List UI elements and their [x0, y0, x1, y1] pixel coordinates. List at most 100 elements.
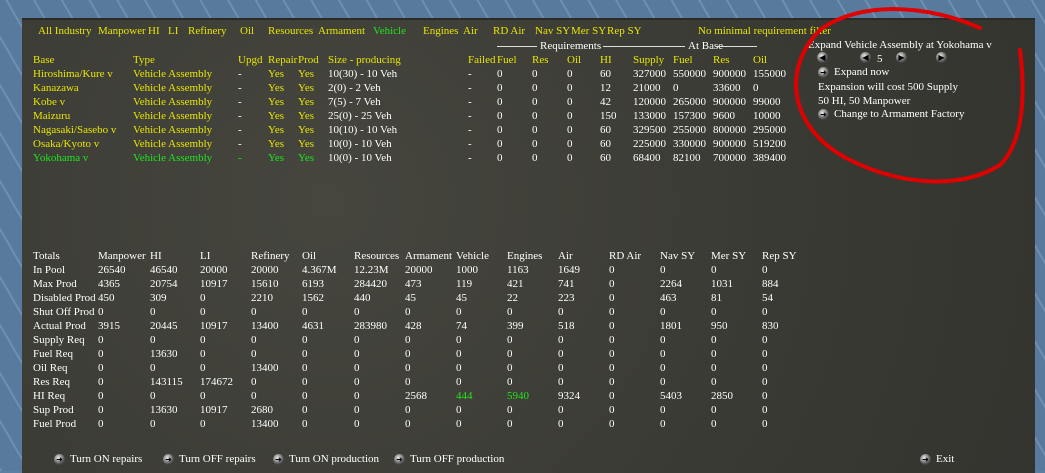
totals-header: Totals: [33, 250, 60, 262]
totals-cell: 0: [302, 376, 308, 388]
filter-engines[interactable]: Engines: [423, 25, 459, 37]
totals-header: Manpower: [98, 250, 146, 262]
table-cell: 330000: [673, 138, 706, 150]
filter-refinery[interactable]: Refinery: [188, 25, 227, 37]
totals-cell: 1163: [507, 264, 529, 276]
arrow-right-icon: ➜: [394, 453, 405, 465]
filter-hi[interactable]: HI: [148, 25, 160, 37]
column-header[interactable]: Res: [532, 54, 549, 66]
totals-cell: 0: [711, 418, 717, 430]
totals-header: LI: [200, 250, 211, 262]
filter-nav-sy[interactable]: Nav SY: [535, 25, 571, 37]
totals-cell: 0: [762, 376, 768, 388]
totals-header: Rep SY: [762, 250, 797, 262]
column-header[interactable]: Fuel: [673, 54, 693, 66]
arrow-right-icon: ➜: [818, 108, 829, 120]
filter-resources[interactable]: Resources: [268, 25, 314, 37]
column-header[interactable]: Failed: [468, 54, 496, 66]
table-cell: 0: [532, 110, 538, 122]
totals-cell: 0: [711, 264, 717, 276]
totals-cell: 884: [762, 278, 779, 290]
table-cell: -: [238, 124, 242, 136]
table-cell: 0: [567, 110, 573, 122]
filter-all-industry[interactable]: All Industry: [38, 25, 92, 37]
totals-header: Mer SY: [711, 250, 747, 262]
column-header[interactable]: Fuel: [497, 54, 517, 66]
table-cell: Vehicle Assembly: [133, 82, 213, 94]
table-cell: Yes: [298, 124, 315, 136]
table-cell: -: [468, 82, 472, 94]
column-header[interactable]: Res: [713, 54, 730, 66]
base-name[interactable]: Hiroshima/Kure v: [33, 68, 113, 80]
table-cell: 150: [600, 110, 617, 122]
totals-cell: 0: [200, 334, 206, 346]
exit-button[interactable]: ➜ Exit: [920, 453, 954, 465]
column-header[interactable]: Type: [133, 54, 155, 66]
column-header[interactable]: Base: [33, 54, 55, 66]
column-header[interactable]: Size - producing: [328, 54, 401, 66]
table-cell: Vehicle Assembly: [133, 138, 213, 150]
filter-rd-air[interactable]: RD Air: [493, 25, 526, 37]
decrease-arrow-icon[interactable]: ◀: [860, 52, 871, 63]
base-name[interactable]: Kobe v: [33, 96, 66, 108]
base-name[interactable]: Osaka/Kyoto v: [33, 138, 100, 150]
turn-off-production-button[interactable]: ➜ Turn OFF production: [394, 453, 504, 465]
table-cell: 99000: [753, 96, 781, 108]
filter-air[interactable]: Air: [463, 25, 478, 37]
base-name[interactable]: Kanazawa: [33, 82, 79, 94]
table-cell: 60: [600, 68, 611, 80]
table-cell: 0: [567, 96, 573, 108]
table-cell: 0: [497, 68, 503, 80]
table-cell: 265000: [673, 96, 706, 108]
filter-vehicle[interactable]: Vehicle: [373, 25, 406, 37]
totals-cell: 0: [456, 362, 462, 374]
totals-cell: 0: [558, 334, 564, 346]
totals-cell: 0: [456, 404, 462, 416]
column-header[interactable]: HI: [600, 54, 612, 66]
totals-cell: 0: [762, 264, 768, 276]
filter-mer-sy[interactable]: Mer SY: [571, 25, 607, 37]
filter-no-minimal-requirement-filter[interactable]: No minimal requirement filter: [698, 25, 831, 37]
table-cell: 0: [567, 82, 573, 94]
table-cell: 225000: [633, 138, 666, 150]
column-header[interactable]: Supply: [633, 54, 665, 66]
table-cell: 0: [567, 138, 573, 150]
filter-manpower[interactable]: Manpower: [98, 25, 146, 37]
table-cell: Vehicle Assembly: [133, 110, 213, 122]
column-header[interactable]: Oil: [753, 54, 768, 66]
turn-on-repairs-button[interactable]: ➜ Turn ON repairs: [54, 453, 142, 465]
expand-title[interactable]: Expand Vehicle Assembly at Yokohama v: [808, 39, 992, 51]
totals-cell: 440: [354, 292, 371, 304]
table-cell: 0: [497, 138, 503, 150]
filter-rep-sy[interactable]: Rep SY: [607, 25, 642, 37]
min-arrow-icon[interactable]: ◀: [817, 52, 828, 63]
table-cell: Vehicle Assembly: [133, 124, 213, 136]
base-name[interactable]: Nagasaki/Sasebo v: [33, 124, 117, 136]
totals-cell: 12.23M: [354, 264, 389, 276]
turn-on-production-button[interactable]: ➜ Turn ON production: [273, 453, 379, 465]
totals-cell: 0: [609, 404, 615, 416]
max-arrow-icon[interactable]: ▶: [936, 52, 947, 63]
totals-cell: 13400: [251, 320, 279, 332]
base-name[interactable]: Maizuru: [33, 110, 71, 122]
table-cell: 120000: [633, 96, 666, 108]
column-header[interactable]: Prod: [298, 54, 319, 66]
table-cell: -: [468, 96, 472, 108]
totals-header: Vehicle: [456, 250, 489, 262]
table-cell: 0: [497, 110, 503, 122]
column-header[interactable]: Repair: [268, 54, 298, 66]
expand-now-button[interactable]: ➜ Expand now: [818, 66, 889, 78]
filter-oil[interactable]: Oil: [240, 25, 255, 37]
divider: [603, 46, 685, 47]
totals-cell: 0: [609, 320, 615, 332]
filter-armament[interactable]: Armament: [318, 25, 366, 37]
column-header[interactable]: Upgd: [238, 54, 263, 66]
base-name[interactable]: Yokohama v: [33, 152, 89, 164]
table-cell: 33600: [713, 82, 741, 94]
filter-li[interactable]: LI: [168, 25, 179, 37]
turn-off-repairs-button[interactable]: ➜ Turn OFF repairs: [163, 453, 256, 465]
totals-cell: 0: [302, 404, 308, 416]
increase-arrow-icon[interactable]: ▶: [896, 52, 907, 63]
change-type-button[interactable]: ➜ Change to Armament Factory: [818, 108, 964, 120]
column-header[interactable]: Oil: [567, 54, 582, 66]
